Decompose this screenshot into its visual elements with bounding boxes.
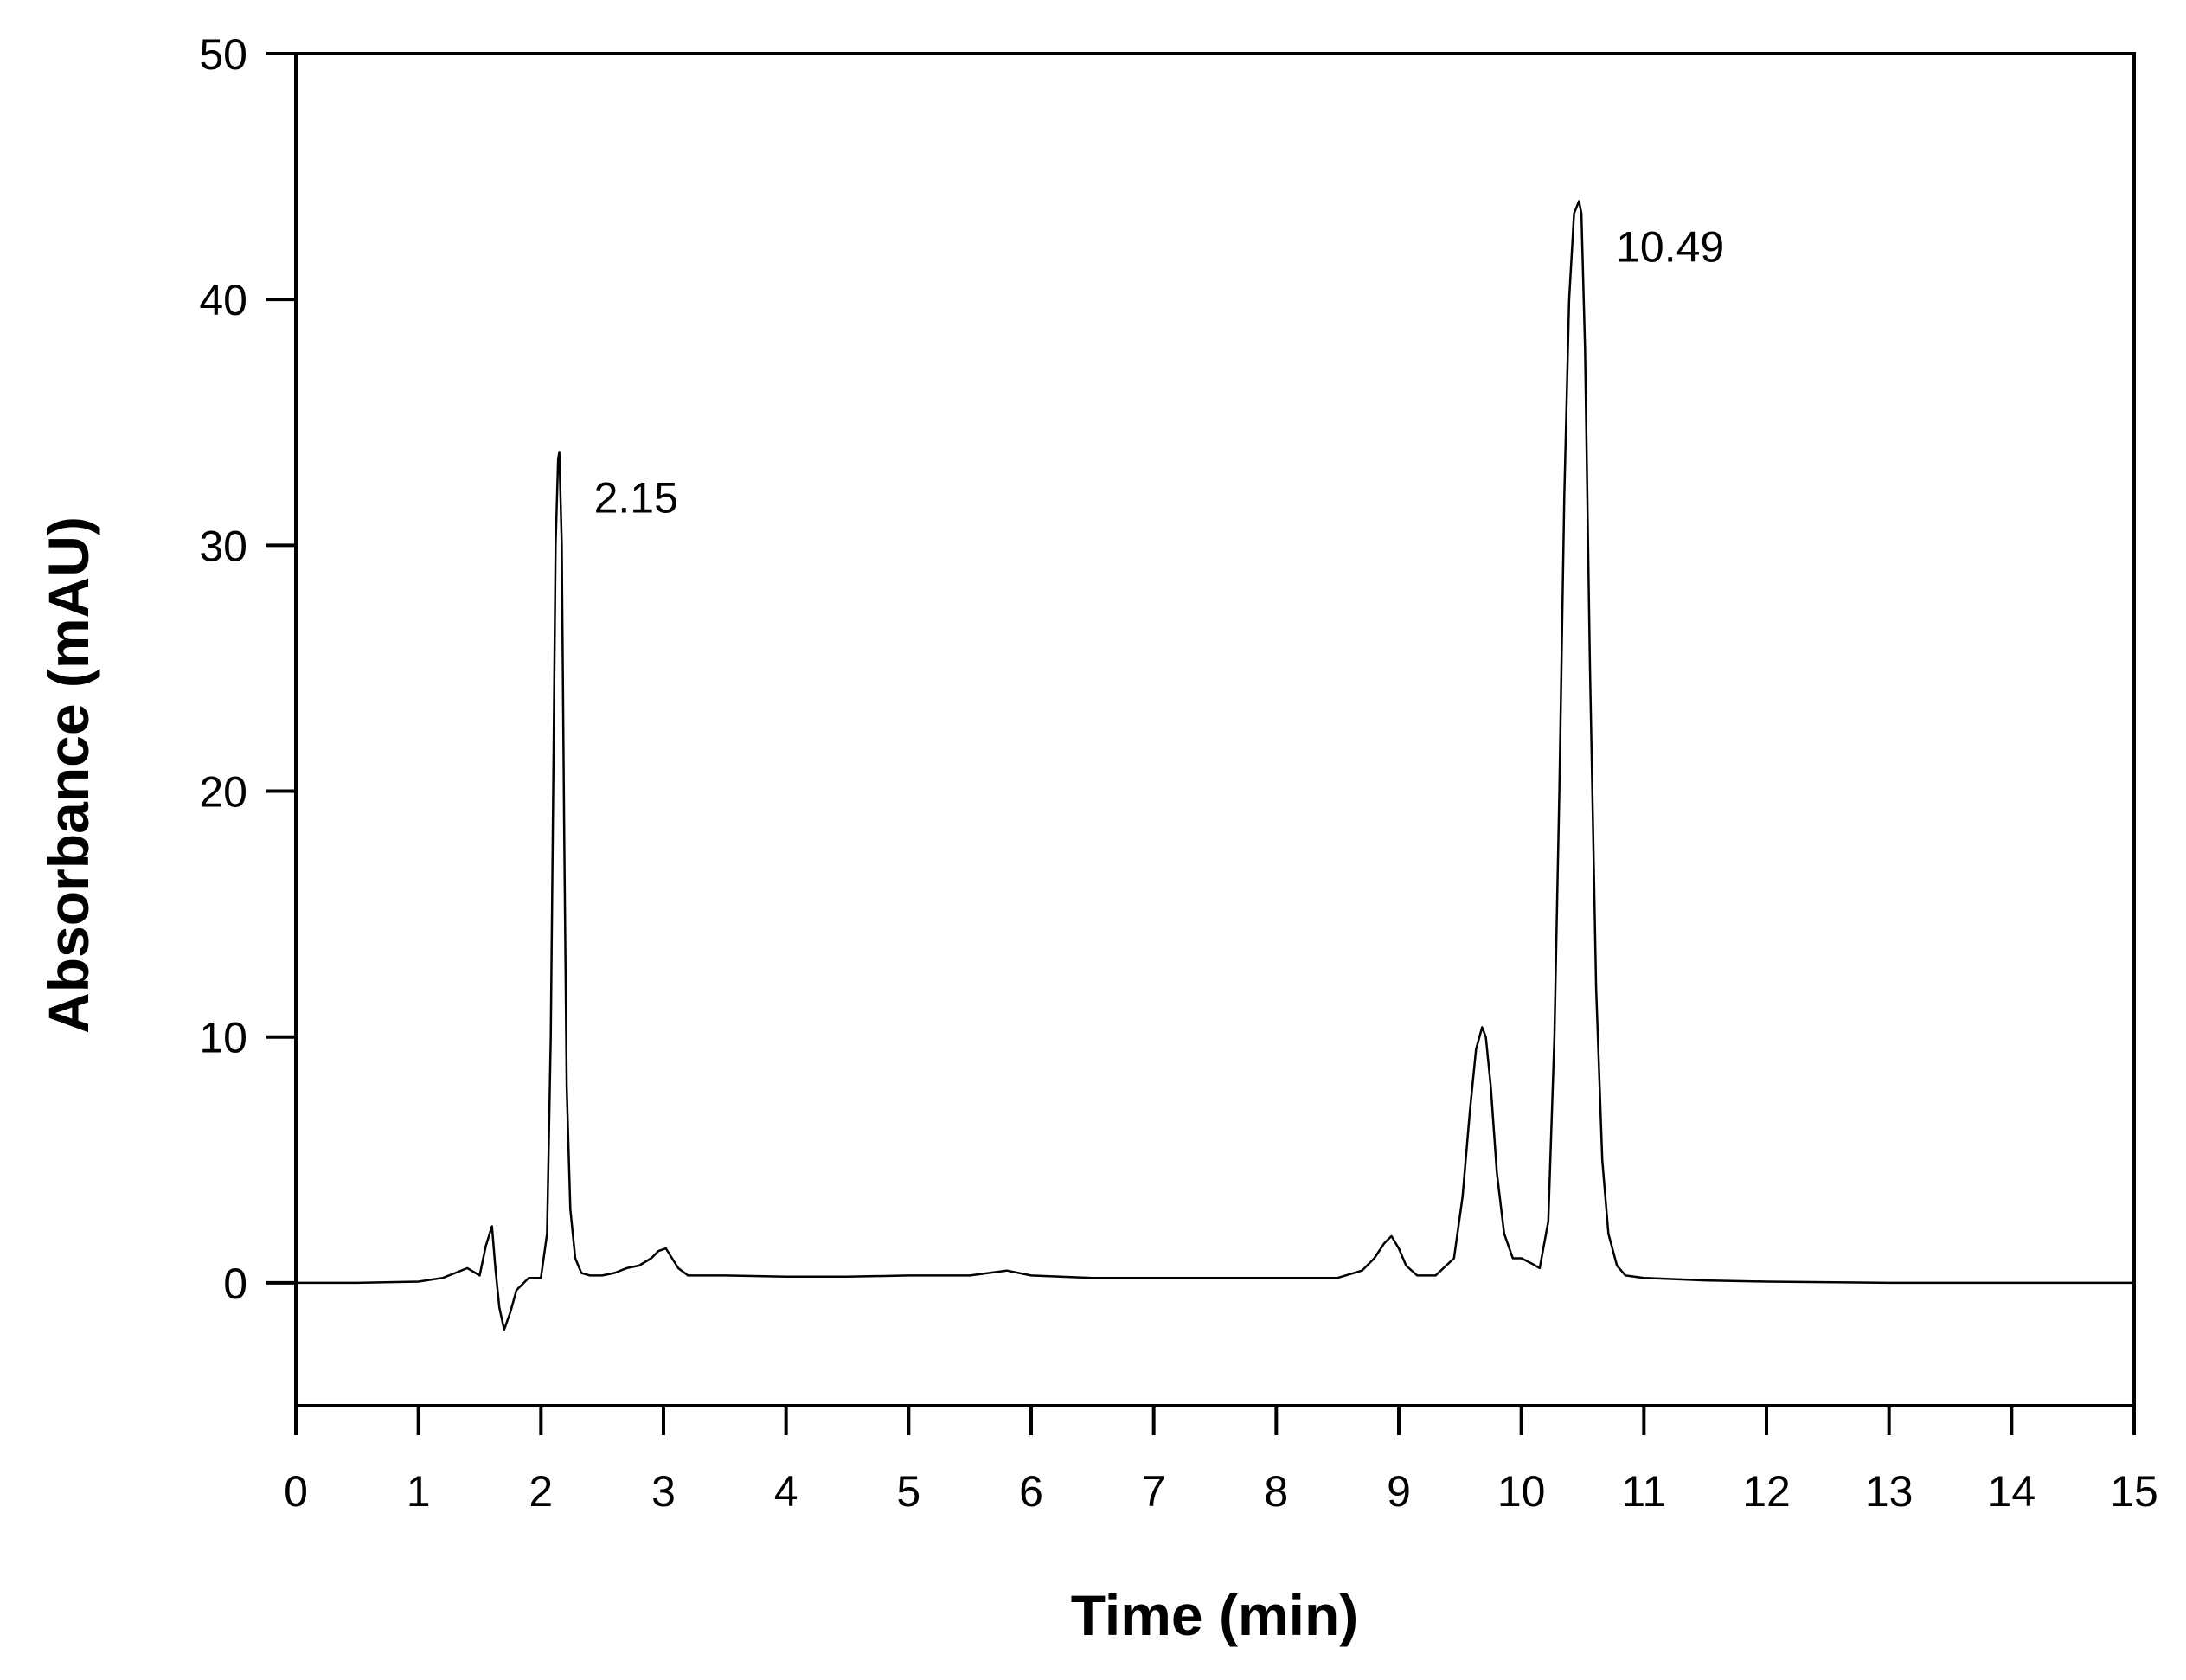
x-axis-title: Time (min) [1071,1583,1358,1647]
peak-label: 10.49 [1616,223,1724,272]
x-tick-label: 12 [1742,1467,1791,1516]
x-tick-label: 15 [2110,1467,2158,1516]
x-tick-label: 13 [1865,1467,1914,1516]
y-tick-label: 30 [199,522,247,570]
x-tick-label: 1 [407,1467,431,1516]
x-tick-label: 4 [774,1467,798,1516]
x-tick-label: 5 [896,1467,920,1516]
plot-area-frame [294,52,2136,1407]
y-tick-label: 0 [223,1260,247,1308]
y-tick-label: 40 [199,276,247,324]
x-tick-label: 6 [1019,1467,1043,1516]
x-tick-label: 14 [1988,1467,2036,1516]
x-tick-label: 2 [529,1467,553,1516]
x-axis: 0 1 2 3 4 5 6 7 8 9 10 11 12 13 14 15 [284,1406,2158,1516]
x-tick-label: 7 [1142,1467,1166,1516]
y-axis-title: Absorbance (mAU) [36,516,100,1034]
y-tick-label: 10 [199,1014,247,1062]
chromatogram-trace [296,200,2134,1331]
peak-annotations: 2.15 10.49 [594,223,1725,523]
y-tick-label: 50 [199,30,247,79]
x-tick-label: 9 [1387,1467,1411,1516]
y-axis: 0 10 20 30 40 50 [199,30,296,1308]
y-tick-label: 20 [199,768,247,817]
x-tick-label: 8 [1264,1467,1288,1516]
peak-label: 2.15 [594,473,678,522]
x-tick-label: 3 [651,1467,676,1516]
x-tick-label: 11 [1621,1467,1666,1516]
x-tick-label: 10 [1497,1467,1546,1516]
x-tick-label: 0 [284,1467,308,1516]
